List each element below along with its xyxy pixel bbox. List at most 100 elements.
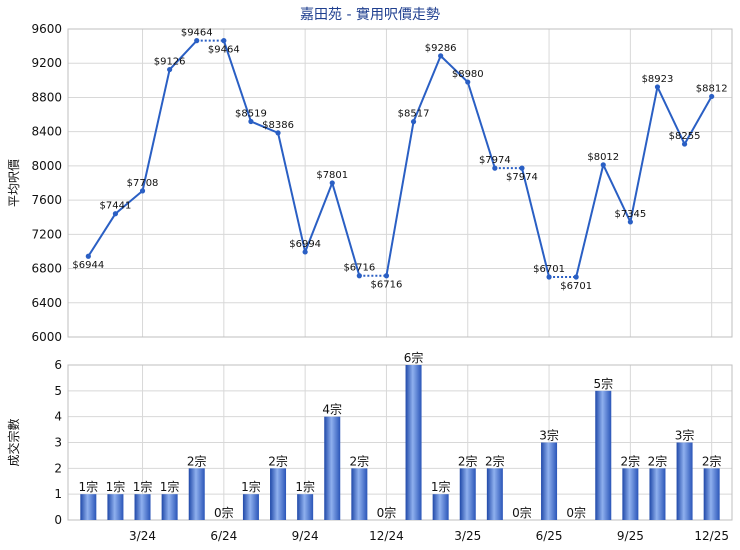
bar-label: 0宗 [214,505,234,520]
x-tick-label: 6/25 [536,529,563,543]
bar [486,468,503,520]
data-label: $8923 [642,74,674,85]
y-tick-label: 3 [54,436,62,450]
line-point [546,274,552,280]
data-label: $9126 [154,57,186,68]
line-segment [250,120,279,134]
line-segment [575,164,605,278]
y-tick-label: 6 [54,358,62,372]
line-segment [385,121,415,276]
line-point [356,273,362,279]
y-tick-label: 6800 [31,262,62,276]
line-point [167,66,173,73]
bar [432,494,449,520]
plot-frame [67,364,733,521]
line-point [248,118,254,125]
y-axis-label: 平均呎價 [7,159,21,207]
bar [676,442,693,520]
bar-label: 5宗 [593,376,613,391]
data-label: $8012 [587,152,619,163]
data-label: $8812 [696,83,728,94]
y-tick-label: 7200 [31,227,62,241]
data-label: $7345 [614,209,646,220]
line-point [410,119,417,125]
bar-label: 1宗 [295,479,315,494]
bar-label: 0宗 [377,505,397,520]
bar-label: 2宗 [458,453,478,468]
line-segment [168,39,198,71]
y-tick-label: 9200 [31,56,62,70]
bar [405,365,422,520]
line-point [681,141,688,147]
line-segment [141,69,171,192]
bar [459,468,476,520]
data-label: $7974 [506,172,538,183]
bar-label: 0宗 [512,505,532,520]
x-tick-label: 9/24 [292,529,319,543]
data-label: $9286 [425,43,457,54]
bar [80,494,97,520]
y-tick-label: 9600 [31,22,62,36]
bar-label: 1宗 [160,479,180,494]
line-point [383,273,390,279]
bar [649,468,666,520]
bar [188,468,205,520]
bar [297,494,314,520]
line-point [654,84,661,90]
line-segment [466,81,496,169]
bar [703,468,720,520]
chart-title: 嘉田苑 - 實用呎價走勢 [300,7,440,23]
data-label: $8255 [669,131,701,142]
line-segment [656,86,686,145]
data-label: $8519 [235,108,267,119]
line-segment [87,213,117,257]
data-label: $9464 [181,28,213,39]
line-segment [304,182,334,253]
bar-label: 1宗 [241,479,261,494]
data-label: $7708 [127,178,159,189]
y-tick-label: 6000 [31,330,62,344]
line-point [519,165,525,171]
bar-label: 1宗 [431,479,451,494]
line-point [85,253,91,259]
bar-label: 1宗 [106,479,126,494]
bar [270,468,287,520]
bar-label: 3宗 [539,428,559,443]
bar-label: 1宗 [133,479,153,494]
line-point [465,79,471,85]
data-label: $7801 [316,170,348,181]
bar [161,494,178,520]
line-segment [520,167,551,278]
plot-frame [67,28,733,338]
line-point [194,38,200,44]
x-tick-label: 3/24 [129,529,156,543]
bar [351,468,368,520]
y-tick-label: 5 [54,384,62,398]
line-point [112,211,119,217]
x-tick-label: 3/25 [454,529,481,543]
line-segment [629,86,659,223]
bar-label: 2宗 [268,453,288,468]
bar-label: 0宗 [566,505,586,520]
y-axis-label: 成交宗數 [6,418,21,466]
y-tick-label: 1 [54,487,62,501]
data-label: $6716 [343,263,375,274]
y-tick-label: 8800 [31,90,62,104]
data-label: $8980 [452,69,484,80]
data-label: $6994 [289,239,321,250]
bar-label: 2宗 [187,453,207,468]
y-tick-label: 6400 [31,296,62,310]
data-label: $9464 [208,45,240,56]
bar-label: 6宗 [404,350,424,365]
line-point [438,53,444,59]
bar [242,494,259,520]
bar-label: 2宗 [621,453,641,468]
line-point [221,38,227,44]
line-point [492,165,498,171]
bar-label: 1宗 [79,479,99,494]
y-tick-label: 2 [54,461,62,475]
y-tick-label: 0 [54,513,62,527]
line-point [329,180,335,186]
line-segment [114,190,144,215]
